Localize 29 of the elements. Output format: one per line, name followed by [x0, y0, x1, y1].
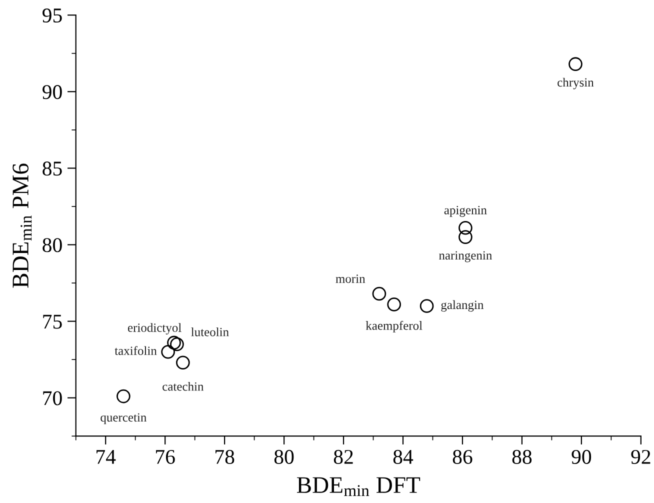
x-tick-label: 92 [631, 450, 650, 464]
annotation: galangin [441, 300, 484, 312]
annotation: quercetin [100, 413, 147, 424]
y-tick-label: 75 [43, 314, 62, 329]
annotation: kaempferol [366, 320, 422, 332]
x-tick-label: 74 [96, 450, 116, 464]
x-tick-label: 90 [572, 450, 592, 464]
y-tick-label: 95 [42, 8, 62, 23]
y-axis-title: BDE$_{min}$ PM6 [12, 164, 32, 288]
y-tick-label: 80 [42, 238, 62, 252]
y-tick-label: 70 [43, 391, 62, 406]
y-tick-label: 85 [42, 162, 62, 176]
annotation: chrysin [558, 78, 594, 90]
annotation: luteolin [191, 327, 229, 336]
x-tick-label: 80 [274, 450, 294, 464]
x-tick-label: 76 [156, 450, 175, 464]
annotation: catechin [162, 382, 204, 391]
annotation: eriodictyol [128, 323, 182, 335]
annotation: taxifolin [114, 346, 157, 356]
x-axis-title: BDE$_{min}$ DFT [296, 477, 420, 496]
x-tick-label: 88 [512, 450, 532, 464]
annotation: apigenin [444, 206, 487, 217]
annotation: morin [336, 274, 366, 283]
x-tick-label: 84 [393, 450, 414, 464]
y-tick-label: 90 [42, 85, 62, 100]
x-tick-label: 78 [216, 450, 234, 464]
x-tick-label: 86 [452, 450, 472, 464]
annotation: naringenin [439, 251, 492, 262]
x-tick-label: 82 [334, 450, 353, 464]
